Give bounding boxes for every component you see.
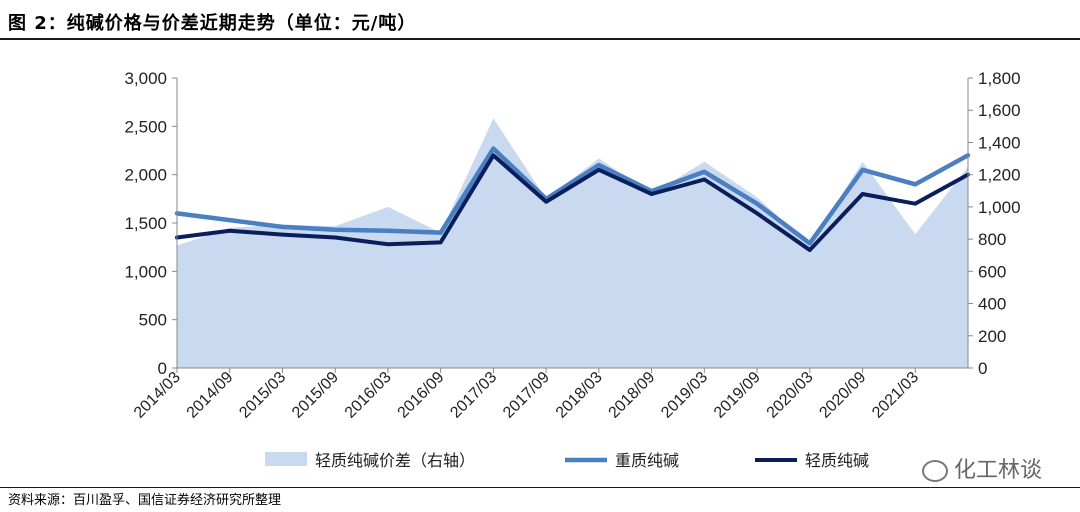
legend-label: 重质纯碱: [615, 451, 679, 470]
legend-label: 轻质纯碱: [805, 451, 869, 470]
legend-label: 轻质纯碱价差（右轴）: [315, 451, 475, 470]
source-divider: [0, 487, 1080, 488]
x-tick-label: 2019/09: [711, 369, 764, 422]
wechat-icon: [921, 460, 948, 482]
x-tick-label: 2017/03: [447, 369, 500, 422]
y-left-tick-label: 500: [139, 311, 167, 330]
y-left-tick-label: 3,000: [124, 69, 167, 88]
x-tick-label: 2021/03: [869, 369, 922, 422]
series-line-light: [175, 153, 970, 253]
y-right-tick-label: 600: [978, 262, 1006, 281]
y-right-tick-label: 1,800: [978, 69, 1021, 88]
x-tick-label: 2018/09: [606, 369, 659, 422]
y-left-tick-label: 2,000: [124, 166, 167, 185]
y-right-tick-label: 1,200: [978, 166, 1021, 185]
series-line-heavy: [174, 146, 971, 246]
line-layer: [174, 146, 971, 253]
y-right-tick-label: 0: [978, 359, 987, 378]
y-left-tick-label: 1,000: [124, 262, 167, 281]
x-tick-label: 2020/03: [764, 369, 817, 422]
x-tick-label: 2016/03: [342, 369, 395, 422]
x-tick-label: 2015/03: [236, 369, 289, 422]
y-right-tick-label: 400: [978, 295, 1006, 314]
watermark-text: 化工林谈: [953, 458, 1042, 483]
area-layer: [177, 118, 968, 369]
legend: 轻质纯碱价差（右轴） 重质纯碱 轻质纯碱: [265, 451, 869, 470]
y-right-tick-label: 1,000: [978, 198, 1021, 217]
x-tick-label: 2015/09: [289, 369, 342, 422]
x-tick-label: 2020/09: [816, 369, 869, 422]
y-left-tick-label: 0: [158, 359, 167, 378]
watermark: 化工林谈: [921, 452, 1042, 484]
chart: 0 500 1,000 1,500 2,000 2,500 3,000 0 200 400 600 8…: [124, 69, 1021, 470]
y-right-tick-label: 1,400: [978, 133, 1021, 152]
x-tick-label: 2017/09: [500, 369, 553, 422]
y-right-tick-label: 200: [978, 327, 1006, 346]
y-right-tick-label: 1,600: [978, 101, 1021, 120]
series-area-light-spread: [177, 118, 968, 369]
x-tick-label: 2014/09: [184, 369, 237, 422]
x-tick-label: 2016/09: [395, 369, 448, 422]
y-left-tick-label: 1,500: [124, 214, 167, 233]
figure-title-bar: 图 2：纯碱价格与价差近期走势（单位：元/吨）: [0, 0, 1080, 40]
figure-title: 图 2：纯碱价格与价差近期走势（单位：元/吨）: [8, 13, 417, 34]
source-note: 资料来源：百川盈孚、国信证券经济研究所整理: [8, 493, 282, 508]
legend-swatch-area: [265, 452, 307, 466]
y-right-tick-label: 800: [978, 230, 1006, 249]
y-left-tick-label: 2,500: [124, 117, 167, 136]
x-tick-label: 2019/03: [658, 369, 711, 422]
x-tick-label: 2018/03: [553, 369, 606, 422]
